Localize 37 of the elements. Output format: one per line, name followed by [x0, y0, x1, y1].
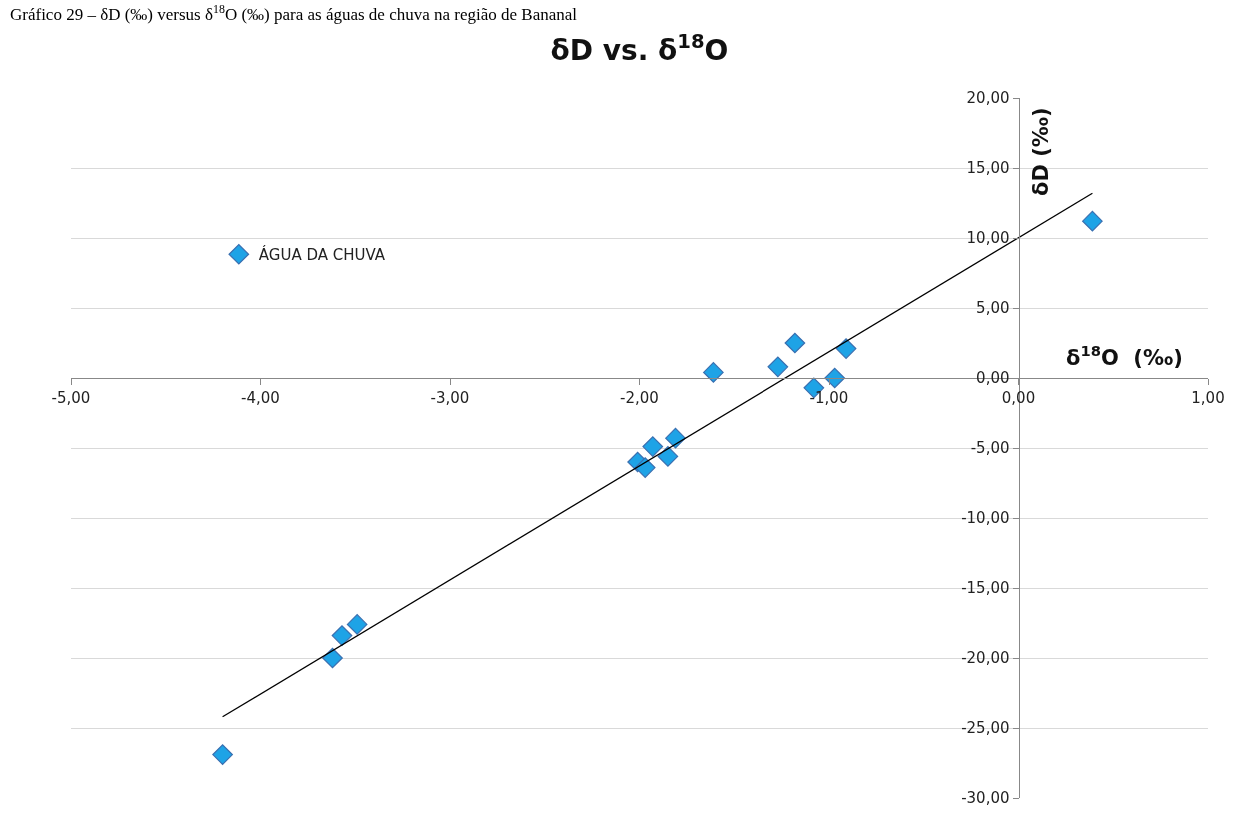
point [331, 625, 353, 646]
point [322, 647, 343, 669]
y-tick-label: 15,00 [966, 159, 1010, 178]
point [784, 332, 806, 354]
point [665, 427, 686, 449]
y-tick-label: -20,00 [961, 649, 1010, 668]
y-tick-label: -30,00 [961, 789, 1010, 808]
y-tick-label: 10,00 [966, 229, 1010, 248]
y-axis-title: δD (‰) [1029, 107, 1053, 196]
point [657, 446, 679, 467]
y-tick-label: -15,00 [961, 579, 1010, 598]
point [1082, 210, 1103, 232]
y-tick-label: -10,00 [961, 509, 1010, 528]
x-tick-label: -2,00 [620, 389, 659, 407]
x-tick-label: 0,00 [1001, 389, 1036, 407]
chart-title: δD vs. δ$^{18}$O [550, 30, 729, 67]
point [634, 457, 656, 478]
y-tick-label: -5,00 [970, 439, 1010, 458]
point [767, 356, 789, 378]
x-tick-label: -4,00 [241, 389, 280, 407]
point [703, 362, 724, 383]
y-tick-label: 20,00 [966, 89, 1010, 108]
y-tick-label: 5,00 [976, 299, 1010, 318]
point [835, 338, 857, 359]
chart-subtitle: Gráfico 29 – δD (‰) versus δ$^{18}$O (‰) para as águas de chuva na região de Bananal [10, 2, 578, 25]
y-tick-label: -25,00 [961, 719, 1010, 738]
point [824, 367, 846, 389]
y-tick-label: 0,00 [976, 369, 1010, 388]
x-tick-label: 1,00 [1191, 389, 1225, 407]
point [642, 436, 664, 457]
x-axis-title: δ$^{18}$O (‰) [1066, 342, 1183, 370]
point [212, 744, 233, 765]
x-tick-label: -1,00 [809, 389, 849, 407]
x-tick-label: -5,00 [51, 389, 91, 407]
point [346, 614, 368, 635]
legend-label: ÁGUA DA CHUVA [258, 245, 386, 265]
x-tick-label: -3,00 [430, 389, 470, 407]
